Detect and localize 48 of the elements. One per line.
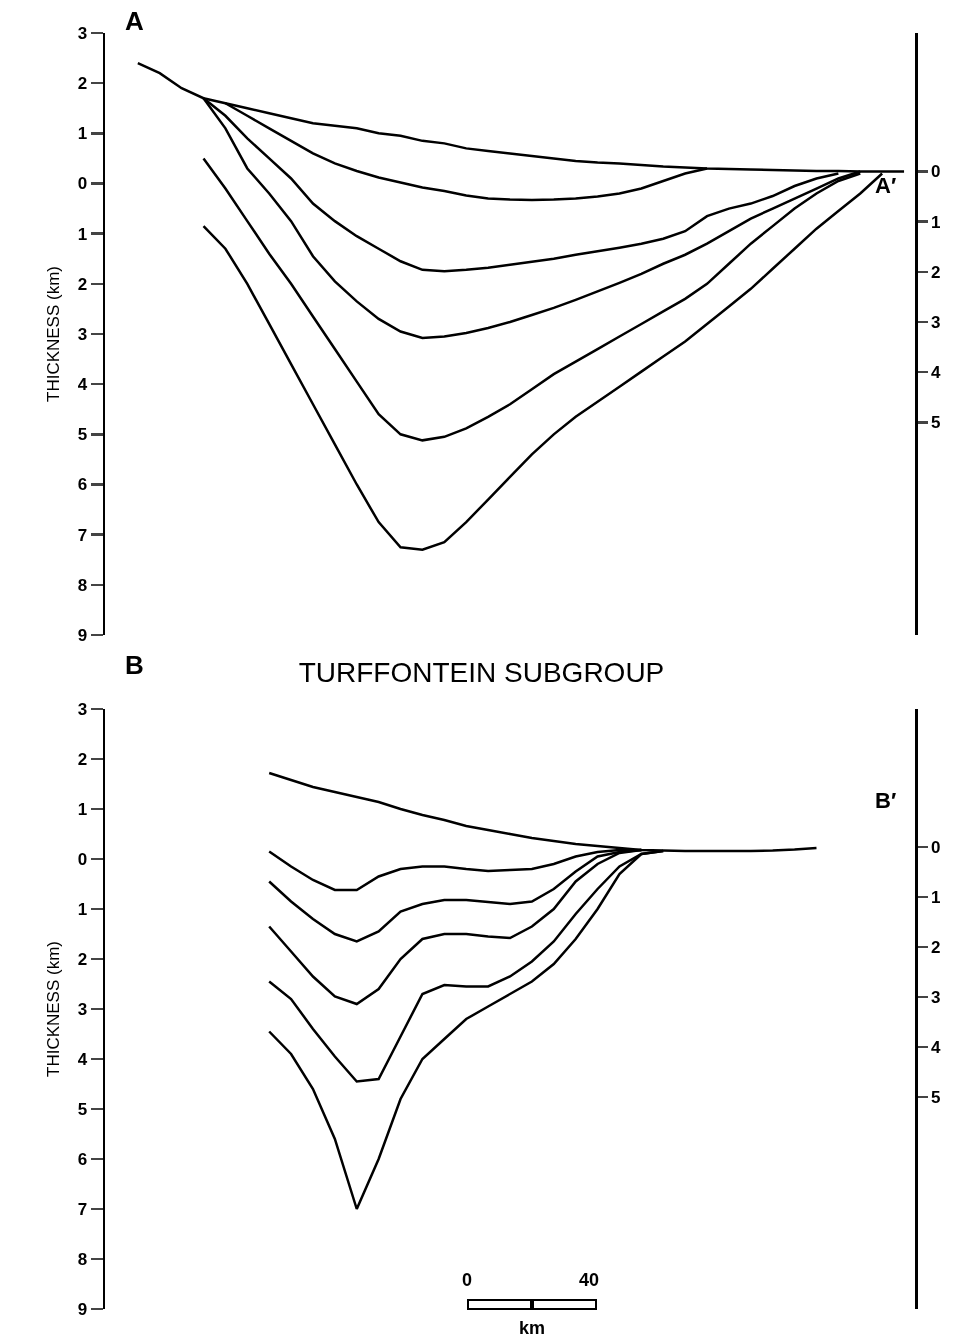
y2-tick-label: 0 (930, 837, 941, 857)
y2-tick-label: 5 (930, 1087, 941, 1107)
y-tick-label: 2 (77, 274, 88, 294)
annotation: 40 (579, 1270, 600, 1290)
y-tick-label: 0 (77, 174, 88, 194)
y-axis-title: THICKNESS (km) (43, 941, 63, 1077)
annotation: A′ (875, 173, 897, 198)
y-tick-label: 2 (77, 74, 88, 94)
y-tick-label: 7 (77, 1199, 88, 1219)
y-tick-label: 8 (77, 1249, 88, 1269)
text: B (125, 650, 144, 680)
y-tick-label: 1 (77, 224, 88, 244)
annotation: B′ (875, 788, 897, 813)
y2-tick-label: 3 (930, 312, 941, 332)
y-tick-label: 8 (77, 575, 88, 595)
y-tick-label: 6 (77, 1149, 88, 1169)
y-axis-title: THICKNESS (km) (43, 266, 63, 402)
y2-tick-label: 0 (930, 162, 941, 182)
text: km (519, 1318, 546, 1338)
y2-tick-label: 2 (930, 262, 941, 282)
y-tick-label: 9 (77, 1299, 88, 1319)
y-tick-label: 5 (77, 425, 88, 445)
y-tick-label: 1 (77, 899, 88, 919)
y-tick-label: 0 (77, 849, 88, 869)
y-tick-label: 1 (77, 124, 88, 144)
y-tick-label: 7 (77, 525, 88, 545)
y-tick-label: 4 (77, 1049, 88, 1069)
y-tick-label: 5 (77, 1099, 88, 1119)
y-tick-label: 2 (77, 949, 88, 969)
y-tick-label: 6 (77, 475, 88, 495)
y-tick-label: 1 (77, 799, 88, 819)
y2-tick-label: 4 (930, 1037, 941, 1057)
annotation: 0 (462, 1270, 473, 1290)
y-tick-label: 9 (77, 625, 88, 645)
y2-tick-label: 4 (930, 363, 941, 383)
y2-tick-label: 2 (930, 937, 941, 957)
y-tick-label: 3 (77, 23, 88, 43)
y2-tick-label: 1 (930, 887, 941, 907)
annotation: A (125, 6, 144, 36)
y-tick-label: 2 (77, 749, 88, 769)
y-tick-label: 3 (77, 999, 88, 1019)
chart-title: TURFFONTEIN SUBGROUP (298, 656, 665, 688)
y-tick-label: 3 (77, 324, 88, 344)
y2-tick-label: 3 (930, 987, 941, 1007)
y-tick-label: 4 (77, 375, 88, 395)
y2-tick-label: 5 (930, 413, 941, 433)
y2-tick-label: 1 (930, 212, 941, 232)
y-tick-label: 3 (77, 699, 88, 719)
